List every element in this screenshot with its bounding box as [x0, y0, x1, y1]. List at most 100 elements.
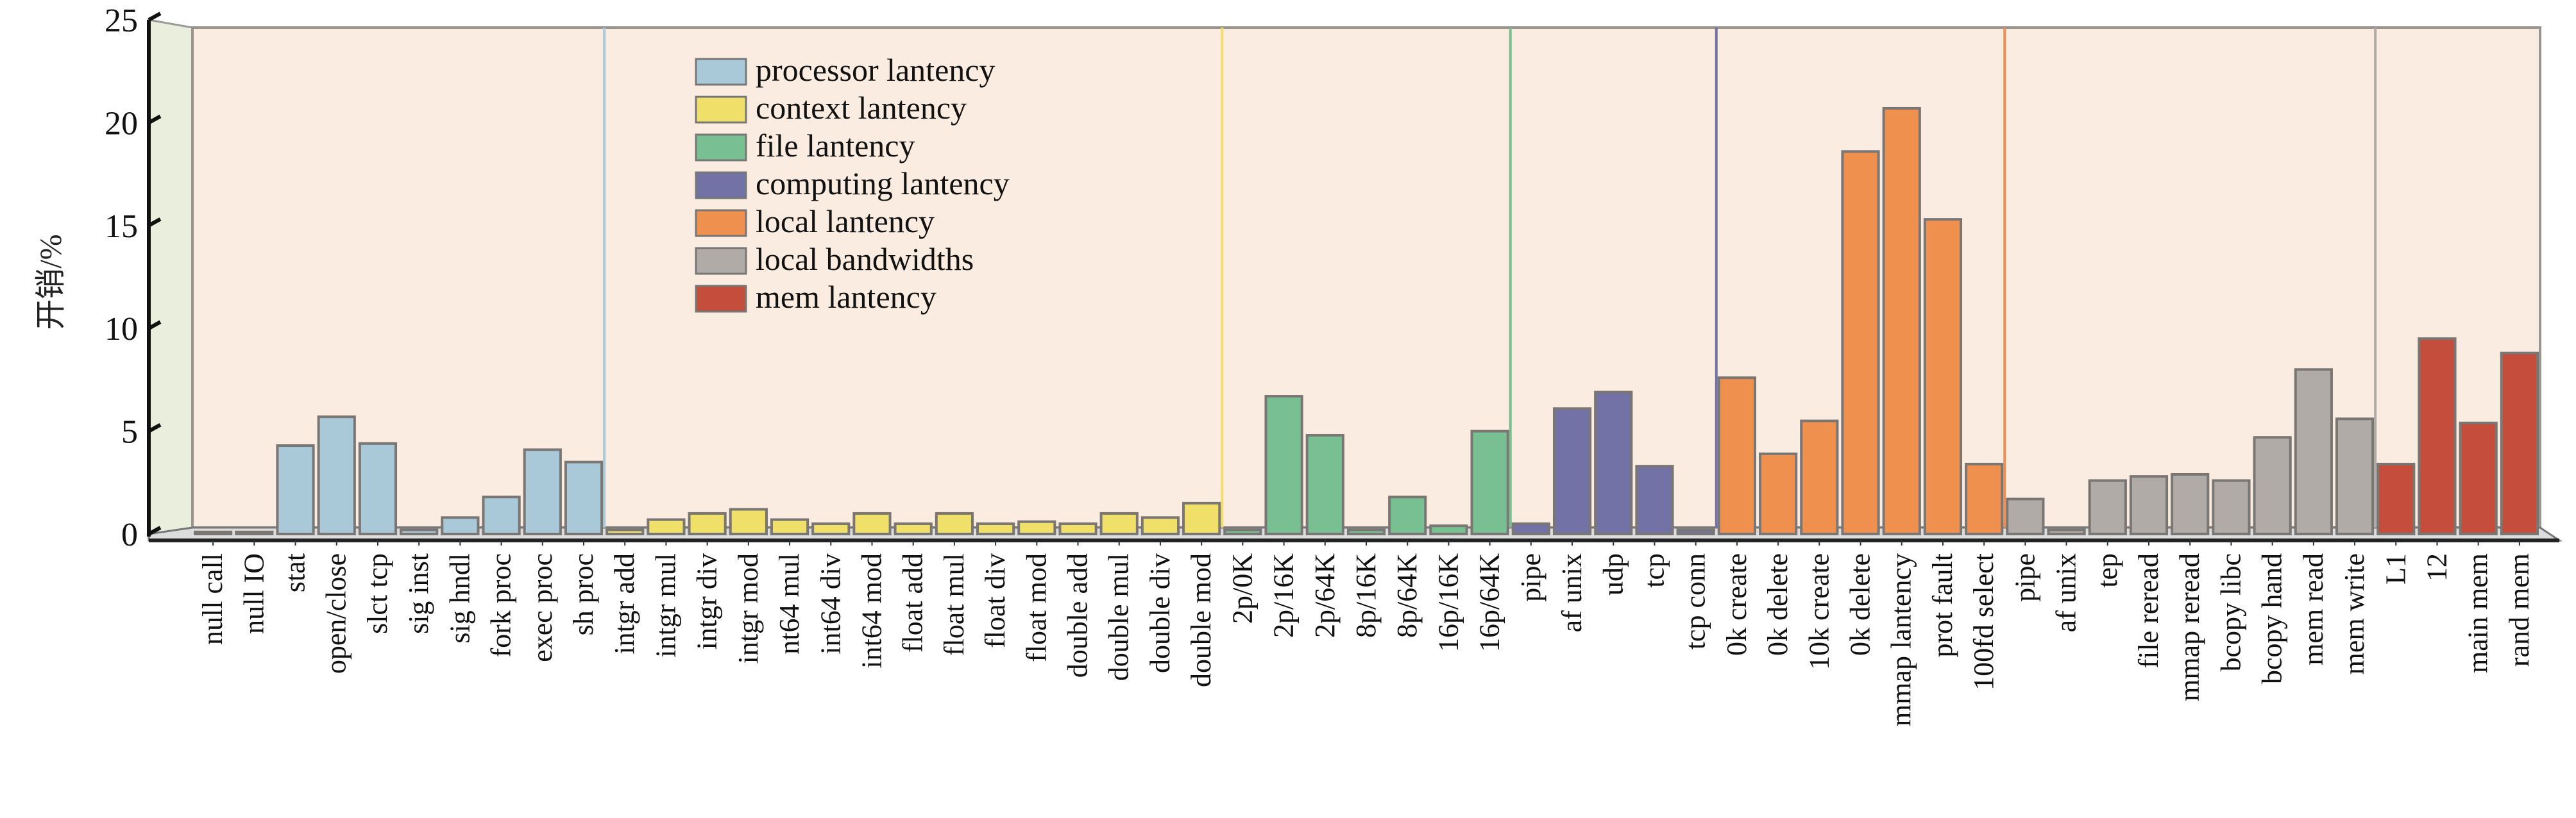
x-tick-label: 16p/64K: [1474, 553, 1505, 652]
x-tick-label: 2p/64K: [1309, 553, 1341, 638]
bar: [1182, 501, 1221, 536]
legend-swatch: [695, 247, 747, 275]
legend-label: local bandwidths: [756, 241, 974, 277]
x-tick-label: mmap lantency: [1886, 553, 1917, 726]
bar: [400, 528, 439, 535]
bar: [2500, 351, 2539, 535]
y-axis-label: 开销/%: [34, 234, 68, 330]
x-tick-label: 0k delete: [1845, 553, 1876, 656]
x-tick-label: open/close: [321, 553, 352, 674]
legend-swatch: [695, 133, 747, 162]
bar: [1264, 395, 1303, 536]
x-tick-label: float mul: [938, 553, 970, 656]
bar: [482, 496, 521, 535]
x-tick-label: float div: [979, 553, 1011, 648]
x-tick-label: 8p/64K: [1391, 553, 1423, 638]
x-tick-label: 8p/16K: [1350, 553, 1382, 638]
x-tick-label: main mem: [2462, 553, 2494, 673]
y-tick-label: 5: [121, 414, 138, 451]
x-tick-label: tep: [2092, 553, 2123, 588]
x-tick-label: null IO: [238, 553, 269, 634]
bar: [1223, 528, 1262, 535]
x-tick-label: sig inst: [403, 553, 434, 634]
x-tick-label: af unix: [2051, 553, 2082, 632]
x-tick-label: int64 mod: [856, 553, 887, 669]
legend-label: mem lantency: [756, 279, 936, 315]
bar: [1099, 512, 1139, 535]
legend-label: processor lantency: [756, 52, 995, 88]
legend-swatch: [695, 171, 747, 199]
x-tick-label: float add: [897, 553, 929, 653]
bar: [935, 512, 974, 535]
x-tick-label: double div: [1144, 553, 1176, 673]
x-tick-label: 100fd select: [1968, 553, 1999, 690]
bar: [770, 518, 809, 536]
bar: [1594, 390, 1633, 536]
bar: [1882, 106, 1921, 536]
left-wall: [148, 19, 194, 535]
bar: [1470, 430, 1509, 535]
bar: [1552, 407, 1592, 536]
x-tick-label: fork proc: [486, 553, 517, 658]
x-tick-label: intgr add: [609, 553, 640, 655]
x-tick-label: 10k create: [1803, 553, 1835, 670]
y-tick-label: 25: [105, 3, 138, 39]
y-tick: [148, 526, 162, 536]
y-tick: [148, 320, 162, 330]
bar: [1965, 462, 2004, 535]
x-tick-label: double mod: [1185, 553, 1217, 687]
bar: [976, 522, 1015, 536]
bar: [1923, 218, 1963, 535]
bar: [1800, 419, 1839, 535]
x-tick-label: 2p/0K: [1226, 553, 1258, 624]
bar: [688, 512, 727, 535]
bar: [2459, 421, 2498, 535]
x-tick-label: stat: [280, 553, 311, 592]
bar: [811, 522, 851, 536]
x-tick-label: udp: [1597, 553, 1629, 596]
bar: [2006, 497, 2045, 535]
bar: [2418, 337, 2457, 535]
x-tick-label: intgr div: [691, 553, 723, 649]
legend-label: computing lantency: [756, 165, 1010, 201]
bar: [358, 442, 398, 536]
x-tick-label: pipe: [1515, 553, 1546, 602]
x-tick-label: intgr mul: [650, 553, 681, 658]
x-tick-label: exec proc: [527, 553, 558, 662]
x-tick-label: sh proc: [568, 553, 599, 635]
bar: [729, 508, 768, 536]
x-tick-label: tcp: [1638, 553, 1670, 588]
bar: [441, 516, 480, 535]
y-tick-label: 15: [105, 208, 138, 245]
legend-label: file lantency: [756, 128, 915, 163]
bar: [2253, 436, 2292, 535]
bar: [894, 522, 933, 536]
x-tick-label: double add: [1062, 553, 1094, 678]
legend-label: context lantency: [756, 90, 967, 126]
back-wall: [191, 26, 2541, 529]
bar: [2171, 472, 2210, 536]
x-tick-label: pipe: [2009, 553, 2040, 602]
x-tick-label: rand mem: [2504, 553, 2535, 667]
x-tick-label: int64 div: [815, 553, 846, 655]
bar: [1841, 150, 1880, 535]
x-tick-label: bcopy hand: [2257, 553, 2288, 684]
x-tick-label: null call: [197, 553, 228, 645]
x-tick-label: file reread: [2133, 553, 2164, 669]
bar: [2377, 462, 2416, 535]
y-tick-label: 0: [121, 517, 138, 553]
bar: [1058, 522, 1097, 536]
y-tick-label: 20: [105, 105, 138, 142]
bar: [1305, 434, 1344, 535]
bar: [1759, 452, 1798, 535]
x-tick-label: float mod: [1021, 553, 1052, 662]
legend-swatch: [695, 58, 747, 86]
x-tick-label: af unix: [1556, 553, 1588, 632]
x-tick-label: 16p/16K: [1432, 553, 1464, 652]
x-tick-label: bcopy libc: [2215, 553, 2246, 672]
bar: [317, 415, 356, 535]
bar: [235, 530, 274, 535]
bar: [2088, 479, 2127, 535]
bar: [1429, 524, 1468, 536]
legend-swatch: [695, 285, 747, 313]
